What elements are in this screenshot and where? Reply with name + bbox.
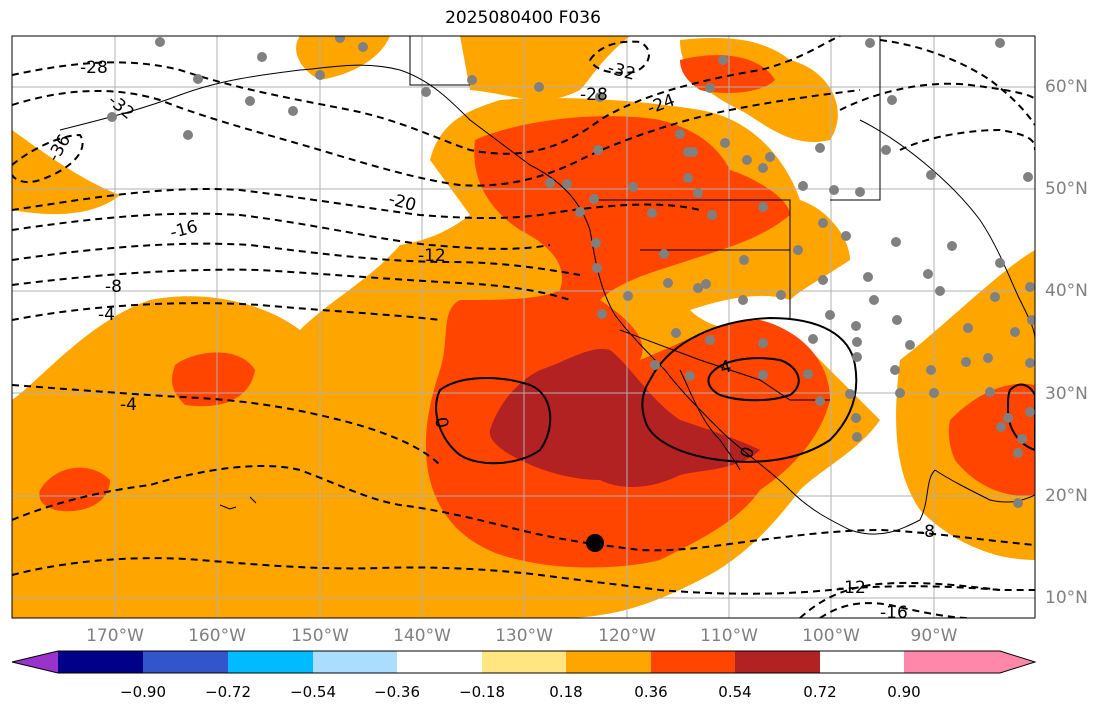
colorbar bbox=[11, 650, 1037, 674]
contour-label: -4 bbox=[120, 395, 137, 415]
colorbar-tick-label: −0.54 bbox=[290, 683, 336, 701]
colorbar-segment bbox=[735, 651, 820, 673]
lon-label: 90°W bbox=[910, 626, 958, 646]
lat-label: 60°N bbox=[1045, 77, 1088, 97]
contours-solid bbox=[435, 316, 1035, 465]
lon-label: 150°W bbox=[291, 626, 349, 646]
colorbar-tick-label: 0.18 bbox=[549, 683, 583, 701]
colorbar-extend-max bbox=[1000, 651, 1035, 673]
colorbar-tick-label: 0.54 bbox=[718, 683, 752, 701]
contour-label: -28 bbox=[580, 85, 608, 105]
colorbar-segment bbox=[228, 651, 313, 673]
lon-label: 140°W bbox=[393, 626, 451, 646]
contour-label: 4 bbox=[718, 357, 734, 379]
contour-label: 0 bbox=[430, 416, 452, 430]
contour-label: -12 bbox=[418, 246, 446, 266]
lon-label: 170°W bbox=[86, 626, 144, 646]
map-frame bbox=[11, 35, 1036, 619]
colorbar-tick-label: 0.36 bbox=[634, 683, 668, 701]
colorbar-segment bbox=[397, 651, 482, 673]
shading-darkred bbox=[489, 349, 760, 487]
station-dots bbox=[107, 36, 1035, 508]
lon-label: 130°W bbox=[495, 626, 553, 646]
contour-label: -16 bbox=[880, 603, 908, 623]
colorbar-segment bbox=[566, 651, 651, 673]
lon-label: 120°W bbox=[598, 626, 656, 646]
contour-label: -28 bbox=[80, 58, 108, 78]
contours-dashed bbox=[12, 36, 1035, 618]
contour-label: -12 bbox=[838, 578, 866, 598]
colorbar-segment bbox=[143, 651, 228, 673]
colorbar-tick-label: 0.90 bbox=[887, 683, 921, 701]
map-panel: -28 -32 -36 -32 -28 -24 -20 -16 -12 -8 -… bbox=[11, 35, 1036, 623]
colorbar-segment bbox=[482, 651, 566, 673]
colorbar-tick-label: −0.72 bbox=[205, 683, 251, 701]
lat-label: 50°N bbox=[1045, 179, 1088, 199]
colorbar-segment bbox=[58, 651, 143, 673]
contour-label: -8 bbox=[105, 277, 122, 297]
contour-label: -8 bbox=[918, 522, 935, 542]
lon-label: 100°W bbox=[802, 626, 860, 646]
storm-marker bbox=[586, 534, 604, 552]
colorbar-tick-label: 0.72 bbox=[803, 683, 837, 701]
colorbar-segment bbox=[904, 651, 1000, 673]
lat-label: 20°N bbox=[1045, 486, 1088, 506]
lat-label: 10°N bbox=[1045, 588, 1088, 608]
colorbar-tick-label: −0.36 bbox=[374, 683, 420, 701]
lon-label: 160°W bbox=[188, 626, 246, 646]
colorbar-extend-min bbox=[12, 651, 58, 673]
colorbar-tick-label: −0.18 bbox=[459, 683, 505, 701]
colorbar-tick-label: −0.90 bbox=[120, 683, 166, 701]
lat-label: 40°N bbox=[1045, 281, 1088, 301]
contour-label: -4 bbox=[98, 305, 115, 325]
lat-label: 30°N bbox=[1045, 384, 1088, 404]
colorbar-segment bbox=[651, 651, 735, 673]
colorbar-segment bbox=[313, 651, 397, 673]
lon-label: 110°W bbox=[700, 626, 758, 646]
map-title: 2025080400 F036 bbox=[445, 8, 601, 28]
